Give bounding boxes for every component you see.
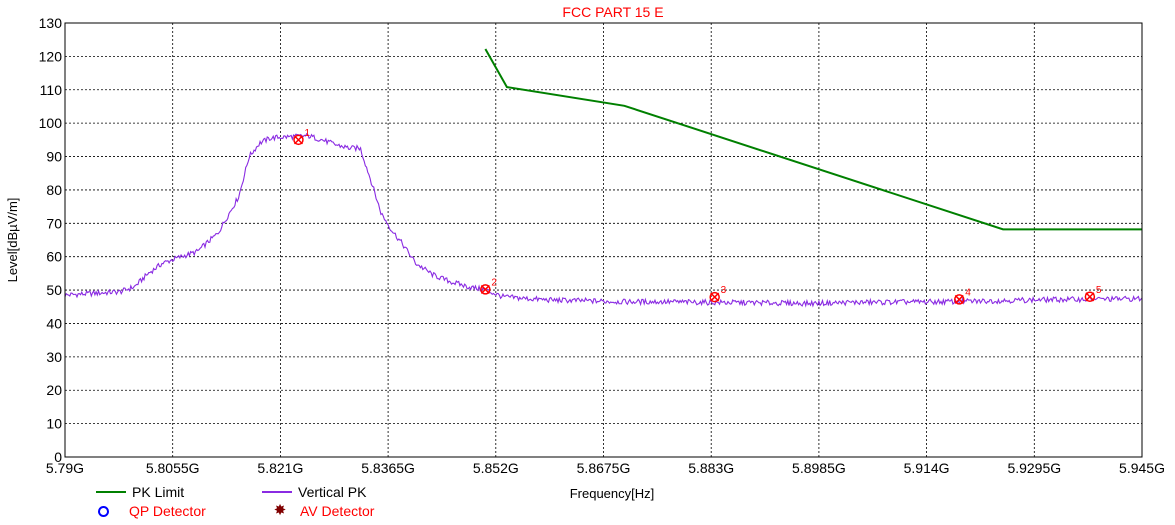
x-tick-label: 5.883G: [688, 460, 734, 476]
legend-item-qp-detector: QP Detector: [96, 503, 206, 519]
x-axis-label: Frequency[Hz]: [570, 486, 655, 501]
y-tick-label: 10: [46, 416, 62, 432]
marker-label: 1: [304, 128, 310, 139]
legend-item-vertical-pk: Vertical PK: [262, 484, 366, 500]
marker-cross: [954, 294, 964, 304]
y-tick-label: 130: [39, 15, 63, 31]
legend-label-av: AV Detector: [300, 503, 375, 519]
y-tick-label: 40: [46, 315, 62, 331]
marker-label: 2: [491, 277, 497, 288]
legend-label-vertical-pk: Vertical PK: [298, 484, 367, 500]
x-tick-label: 5.914G: [904, 460, 950, 476]
x-tick-label: 5.821G: [257, 460, 303, 476]
x-tick-label: 5.8055G: [146, 460, 200, 476]
y-tick-label: 60: [46, 249, 62, 265]
x-tick-label: 5.79G: [46, 460, 84, 476]
legend-label-qp: QP Detector: [129, 503, 206, 519]
x-tick-label: 5.945G: [1119, 460, 1165, 476]
y-tick-label: 20: [46, 382, 62, 398]
marker-circle: [954, 294, 965, 305]
pk-limit-swatch: [96, 491, 126, 493]
chart-title: FCC PART 15 E: [562, 4, 663, 20]
marker-circle: [293, 134, 304, 146]
marker-point: 4: [954, 287, 971, 305]
series-layer: [64, 48, 1143, 308]
x-tick-label: 5.8365G: [361, 460, 415, 476]
marker-point: 2: [480, 277, 497, 295]
marker-cross: [710, 292, 720, 302]
y-axis-label: Level[dBµV/m]: [5, 198, 20, 283]
marker-label: 3: [721, 285, 727, 296]
legend-item-av-detector: ✸ AV Detector: [272, 502, 375, 519]
y-tick-label: 80: [46, 182, 62, 198]
marker-point: 5: [1084, 285, 1102, 303]
x-tick-label: 5.8985G: [792, 460, 846, 476]
x-tick-label: 5.852G: [473, 460, 519, 476]
y-tick-label: 0: [54, 449, 62, 465]
plot-frame: [64, 22, 1143, 458]
x-tick-label: 5.8675G: [577, 460, 631, 476]
marker-layer: 1 2 3 4 5: [293, 128, 1102, 305]
y-tick-label: 110: [40, 82, 63, 98]
marker-cross: [1085, 292, 1095, 302]
vertical-pk-swatch: [262, 491, 292, 493]
marker-circle: [480, 284, 491, 295]
marker-point: 3: [709, 285, 727, 303]
pk-limit-line: [484, 48, 1142, 231]
marker-point: 1: [293, 128, 310, 146]
legend-item-pk-limit: PK Limit: [96, 484, 184, 500]
marker-cross: [480, 284, 490, 294]
vertical-pk-line: [64, 132, 1143, 308]
y-tick-labels: 0 10 20 30 40 50 60 70 80 90 100 110 120 130: [39, 15, 63, 465]
marker-circle: [1084, 291, 1096, 303]
marker-circle: [709, 291, 720, 303]
qp-circle-icon: [98, 505, 109, 517]
marker-label: 4: [965, 287, 971, 298]
y-tick-label: 120: [39, 48, 63, 64]
grid-lines: [65, 23, 1142, 457]
y-tick-label: 50: [46, 282, 62, 298]
marker-cross: [293, 135, 303, 145]
av-star-icon: ✸: [273, 502, 287, 519]
x-tick-label: 5.9295G: [1007, 460, 1061, 476]
x-tick-labels: 5.79G 5.8055G 5.821G 5.8365G 5.852G 5.8675G 5.…: [46, 460, 1165, 476]
marker-label: 5: [1096, 285, 1102, 296]
y-tick-label: 70: [46, 215, 62, 231]
legend-label-pk-limit: PK Limit: [132, 484, 185, 500]
y-tick-label: 100: [39, 115, 63, 131]
y-tick-label: 90: [46, 149, 62, 165]
y-tick-label: 30: [46, 349, 62, 365]
